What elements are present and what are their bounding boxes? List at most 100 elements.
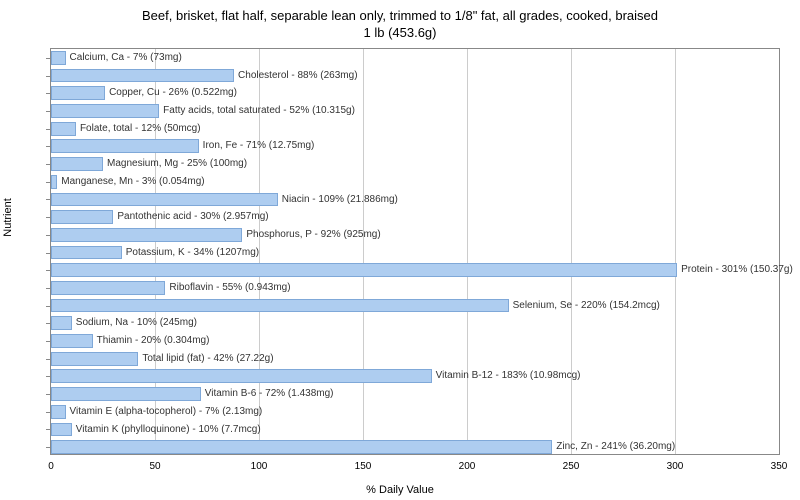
bar-row: Manganese, Mn - 3% (0.054mg): [51, 175, 57, 189]
x-tick-label: 300: [667, 461, 684, 472]
y-tick: [46, 306, 51, 307]
nutrient-bar: [51, 122, 76, 136]
bar-row: Niacin - 109% (21.886mg): [51, 193, 278, 207]
nutrient-bar: [51, 299, 509, 313]
x-tick-label: 150: [355, 461, 372, 472]
bar-row: Vitamin E (alpha-tocopherol) - 7% (2.13m…: [51, 405, 66, 419]
y-tick: [46, 253, 51, 254]
bar-label: Folate, total - 12% (50mcg): [76, 122, 201, 136]
x-tick-label: 200: [459, 461, 476, 472]
nutrient-bar: [51, 104, 159, 118]
y-tick: [46, 235, 51, 236]
nutrient-bar: [51, 69, 234, 83]
nutrient-bar: [51, 139, 199, 153]
bar-label: Vitamin B-12 - 183% (10.98mcg): [432, 369, 581, 383]
bar-row: Potassium, K - 34% (1207mg): [51, 246, 122, 260]
bar-label: Sodium, Na - 10% (245mg): [72, 316, 197, 330]
nutrient-bar: [51, 281, 165, 295]
nutrient-bar: [51, 228, 242, 242]
bar-row: Vitamin B-6 - 72% (1.438mg): [51, 387, 201, 401]
nutrient-bar: [51, 210, 113, 224]
nutrient-bar: [51, 405, 66, 419]
y-tick: [46, 182, 51, 183]
bar-row: Protein - 301% (150.37g): [51, 263, 677, 277]
y-tick: [46, 199, 51, 200]
chart-title: Beef, brisket, flat half, separable lean…: [0, 0, 800, 42]
y-tick: [46, 111, 51, 112]
x-tick-label: 100: [251, 461, 268, 472]
title-line-2: 1 lb (453.6g): [364, 25, 437, 40]
gridline: [571, 49, 572, 454]
bar-label: Vitamin K (phylloquinone) - 10% (7.7mcg): [72, 423, 261, 437]
bar-row: Folate, total - 12% (50mcg): [51, 122, 76, 136]
bar-label: Fatty acids, total saturated - 52% (10.3…: [159, 104, 355, 118]
y-tick: [46, 76, 51, 77]
bar-row: Total lipid (fat) - 42% (27.22g): [51, 352, 138, 366]
bar-label: Pantothenic acid - 30% (2.957mg): [113, 210, 268, 224]
y-axis-label: Nutrient: [2, 198, 14, 237]
y-tick: [46, 412, 51, 413]
nutrient-bar: [51, 440, 552, 454]
nutrient-bar: [51, 387, 201, 401]
bar-row: Fatty acids, total saturated - 52% (10.3…: [51, 104, 159, 118]
y-tick: [46, 146, 51, 147]
x-tick-label: 50: [149, 461, 160, 472]
bar-label: Calcium, Ca - 7% (73mg): [66, 51, 182, 65]
bar-label: Thiamin - 20% (0.304mg): [93, 334, 210, 348]
nutrient-bar: [51, 263, 677, 277]
bar-row: Phosphorus, P - 92% (925mg): [51, 228, 242, 242]
nutrient-bar: [51, 316, 72, 330]
bar-label: Selenium, Se - 220% (154.2mcg): [509, 299, 660, 313]
bar-label: Riboflavin - 55% (0.943mg): [165, 281, 290, 295]
nutrient-bar: [51, 352, 138, 366]
nutrient-chart: Beef, brisket, flat half, separable lean…: [0, 0, 800, 500]
y-tick: [46, 376, 51, 377]
bar-row: Riboflavin - 55% (0.943mg): [51, 281, 165, 295]
bar-row: Magnesium, Mg - 25% (100mg): [51, 157, 103, 171]
y-tick: [46, 217, 51, 218]
bar-row: Pantothenic acid - 30% (2.957mg): [51, 210, 113, 224]
bar-label: Copper, Cu - 26% (0.522mg): [105, 86, 237, 100]
bar-label: Magnesium, Mg - 25% (100mg): [103, 157, 247, 171]
bar-label: Niacin - 109% (21.886mg): [278, 193, 398, 207]
y-tick: [46, 429, 51, 430]
plot-area: 050100150200250300350Calcium, Ca - 7% (7…: [50, 48, 780, 455]
x-tick-label: 0: [48, 461, 54, 472]
bar-label: Manganese, Mn - 3% (0.054mg): [57, 175, 204, 189]
y-tick: [46, 394, 51, 395]
nutrient-bar: [51, 157, 103, 171]
bar-label: Iron, Fe - 71% (12.75mg): [199, 139, 315, 153]
x-tick-label: 250: [563, 461, 580, 472]
bar-label: Protein - 301% (150.37g): [677, 263, 793, 277]
x-axis-label: % Daily Value: [366, 484, 434, 496]
gridline: [363, 49, 364, 454]
bar-row: Zinc, Zn - 241% (36.20mg): [51, 440, 552, 454]
nutrient-bar: [51, 51, 66, 65]
y-tick: [46, 447, 51, 448]
nutrient-bar: [51, 334, 93, 348]
gridline: [467, 49, 468, 454]
nutrient-bar: [51, 423, 72, 437]
bar-label: Total lipid (fat) - 42% (27.22g): [138, 352, 273, 366]
bar-label: Vitamin B-6 - 72% (1.438mg): [201, 387, 334, 401]
bar-row: Vitamin B-12 - 183% (10.98mcg): [51, 369, 432, 383]
y-tick: [46, 288, 51, 289]
y-tick: [46, 58, 51, 59]
y-tick: [46, 341, 51, 342]
nutrient-bar: [51, 86, 105, 100]
bar-row: Vitamin K (phylloquinone) - 10% (7.7mcg): [51, 423, 72, 437]
gridline: [675, 49, 676, 454]
title-line-1: Beef, brisket, flat half, separable lean…: [142, 8, 658, 23]
bar-row: Iron, Fe - 71% (12.75mg): [51, 139, 199, 153]
bar-label: Vitamin E (alpha-tocopherol) - 7% (2.13m…: [66, 405, 263, 419]
nutrient-bar: [51, 369, 432, 383]
x-tick-label: 350: [771, 461, 788, 472]
bar-row: Cholesterol - 88% (263mg): [51, 69, 234, 83]
bar-label: Potassium, K - 34% (1207mg): [122, 246, 259, 260]
nutrient-bar: [51, 193, 278, 207]
y-tick: [46, 164, 51, 165]
y-tick: [46, 93, 51, 94]
bar-label: Cholesterol - 88% (263mg): [234, 69, 358, 83]
nutrient-bar: [51, 246, 122, 260]
y-tick: [46, 270, 51, 271]
